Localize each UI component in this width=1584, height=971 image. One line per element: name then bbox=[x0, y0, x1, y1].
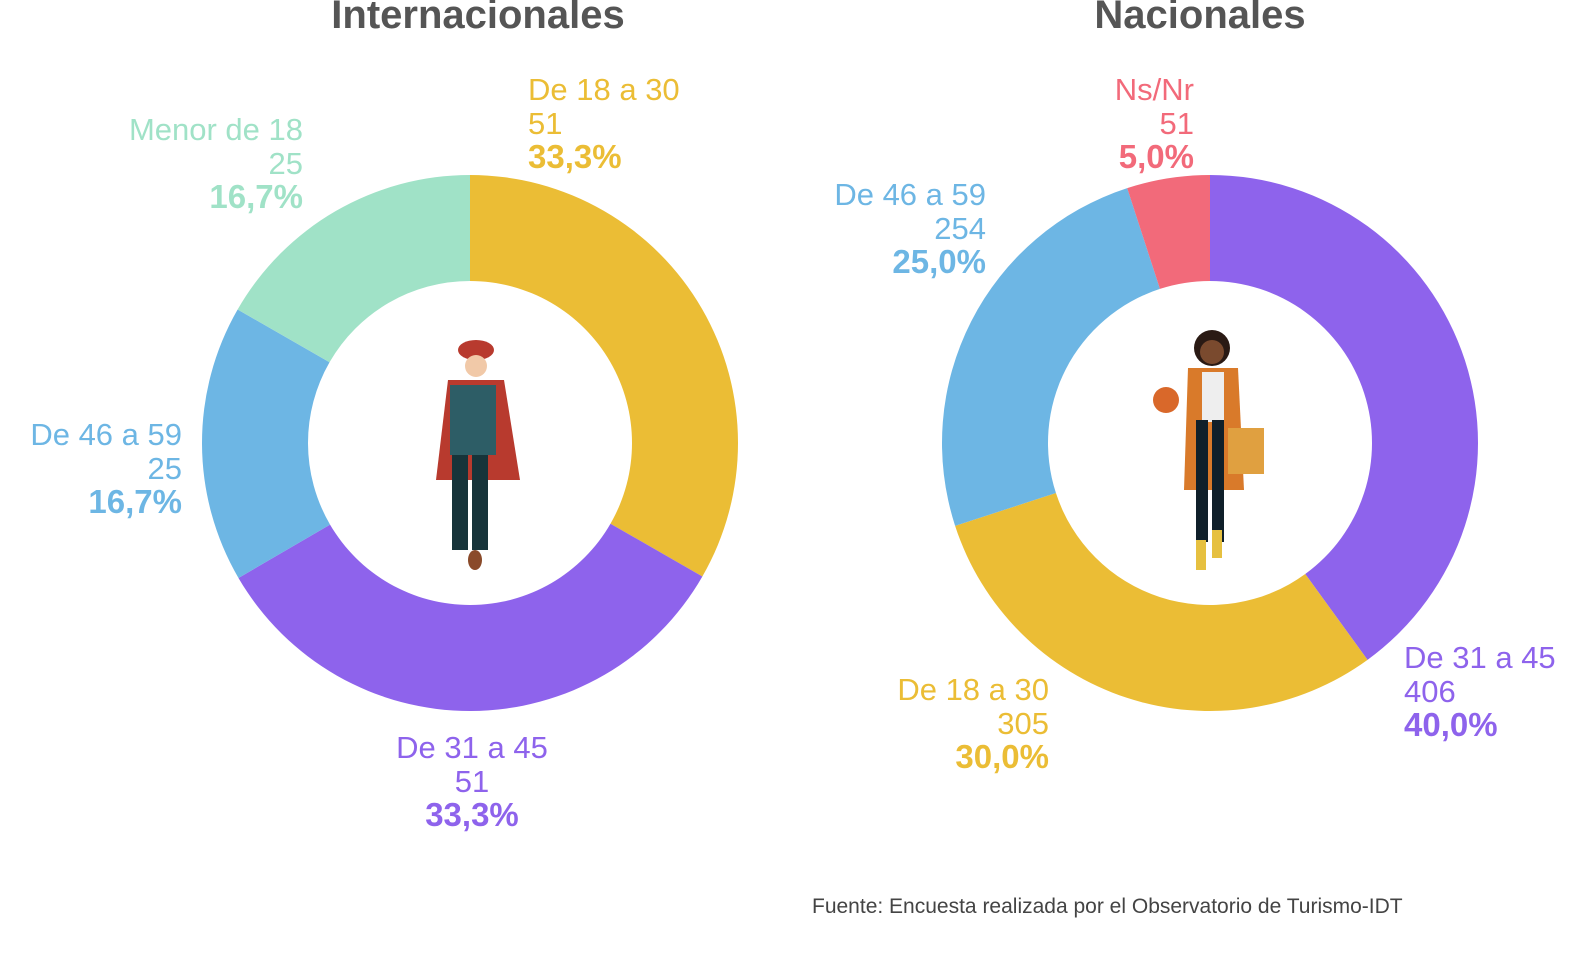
slice-label: De 18 a 30 bbox=[528, 72, 680, 107]
slice bbox=[237, 175, 470, 363]
figure-illustration bbox=[436, 340, 520, 570]
slice-percent: 40,0% bbox=[1404, 706, 1498, 743]
slice-percent: 33,3% bbox=[425, 796, 519, 833]
slice bbox=[470, 175, 739, 577]
slice-label: Menor de 18 bbox=[129, 112, 303, 147]
slice-count: 25 bbox=[148, 451, 182, 486]
slice-count: 25 bbox=[269, 146, 303, 181]
slice bbox=[238, 523, 703, 711]
slice-percent: 5,0% bbox=[1119, 138, 1194, 175]
slice bbox=[955, 493, 1368, 711]
slice-count: 305 bbox=[997, 706, 1049, 741]
slice-percent: 16,7% bbox=[88, 483, 182, 520]
slice bbox=[1127, 175, 1210, 289]
slice-label: De 31 a 45 bbox=[396, 730, 548, 765]
slice bbox=[1210, 175, 1478, 660]
slice bbox=[942, 188, 1160, 526]
chart-title: Nacionales bbox=[1094, 0, 1305, 37]
slice-label: De 46 a 59 bbox=[834, 177, 986, 212]
slice-label: De 46 a 59 bbox=[30, 417, 182, 452]
slice-label: De 18 a 30 bbox=[897, 672, 1049, 707]
slice-percent: 16,7% bbox=[209, 178, 303, 215]
figure-illustration bbox=[1153, 330, 1264, 570]
slice-count: 254 bbox=[934, 211, 986, 246]
slice-label: Ns/Nr bbox=[1115, 72, 1194, 107]
slice-label: De 31 a 45 bbox=[1404, 640, 1556, 675]
slice-count: 51 bbox=[528, 106, 562, 141]
slice-count: 406 bbox=[1404, 674, 1456, 709]
slice-percent: 30,0% bbox=[955, 738, 1049, 775]
slice-count: 51 bbox=[1160, 106, 1194, 141]
source-note: Fuente: Encuesta realizada por el Observ… bbox=[812, 895, 1403, 918]
slice-count: 51 bbox=[455, 764, 489, 799]
slice-percent: 33,3% bbox=[528, 138, 622, 175]
chart-title: Internacionales bbox=[331, 0, 624, 37]
slice bbox=[201, 309, 331, 578]
slice-percent: 25,0% bbox=[892, 243, 986, 280]
